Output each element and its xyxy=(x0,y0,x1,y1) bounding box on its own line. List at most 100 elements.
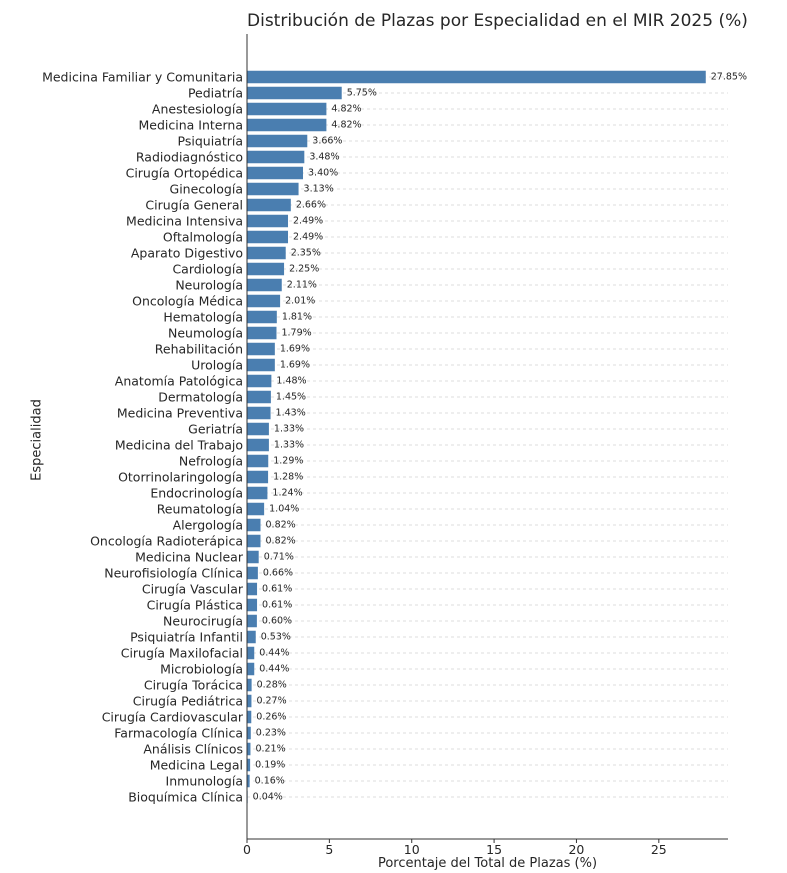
value-label: 1.48% xyxy=(276,376,306,387)
category-label: Cirugía Ortopédica xyxy=(126,166,243,181)
category-label: Neurología xyxy=(175,278,243,293)
x-tick-label: 5 xyxy=(325,842,333,857)
value-label: 2.49% xyxy=(293,216,323,227)
value-label: 4.82% xyxy=(331,120,361,131)
x-axis-label: Porcentaje del Total de Plazas (%) xyxy=(377,856,598,871)
bar xyxy=(247,598,258,612)
category-label: Medicina del Trabajo xyxy=(115,438,243,453)
bar xyxy=(247,310,277,324)
bar xyxy=(247,678,252,692)
category-label: Urología xyxy=(191,358,243,373)
value-label: 3.66% xyxy=(312,136,342,147)
bar xyxy=(247,758,251,772)
value-label: 0.19% xyxy=(255,760,285,771)
value-label: 0.66% xyxy=(263,568,293,579)
value-label: 1.69% xyxy=(280,360,310,371)
bar xyxy=(247,774,250,788)
bar xyxy=(247,614,257,628)
category-label: Medicina Nuclear xyxy=(135,550,244,565)
value-label: 0.53% xyxy=(261,632,291,643)
bar xyxy=(247,294,281,308)
bar xyxy=(247,534,261,548)
bar xyxy=(247,518,261,532)
category-label: Nefrología xyxy=(179,454,243,469)
value-label: 2.25% xyxy=(289,264,319,275)
value-label: 1.33% xyxy=(274,440,304,451)
value-label: 1.29% xyxy=(273,456,303,467)
x-tick-label: 10 xyxy=(404,842,420,857)
category-label: Neurocirugía xyxy=(163,614,243,629)
bar xyxy=(247,374,272,388)
bar xyxy=(247,454,269,468)
category-label: Cirugía Maxilofacial xyxy=(121,646,243,661)
bar xyxy=(247,438,269,452)
category-label: Aparato Digestivo xyxy=(131,246,243,261)
x-tick-label: 0 xyxy=(243,842,251,857)
bar xyxy=(247,710,252,724)
value-label: 2.11% xyxy=(287,280,317,291)
category-label: Oncología Radioterápica xyxy=(90,534,243,549)
value-label: 5.75% xyxy=(347,88,377,99)
bar xyxy=(247,486,268,500)
bar xyxy=(247,694,252,708)
bar xyxy=(247,630,256,644)
category-label: Análisis Clínicos xyxy=(143,742,243,757)
category-label: Microbiología xyxy=(160,662,243,677)
bar xyxy=(247,70,706,84)
category-label: Ginecología xyxy=(170,182,243,197)
category-label: Cirugía Plástica xyxy=(147,598,243,613)
bar xyxy=(247,326,277,340)
bar xyxy=(247,134,308,148)
bar xyxy=(247,342,275,356)
value-label: 1.81% xyxy=(282,312,312,323)
value-label: 27.85% xyxy=(711,72,747,83)
value-label: 0.61% xyxy=(262,600,292,611)
value-label: 2.01% xyxy=(285,296,315,307)
bar xyxy=(247,390,271,404)
value-label: 1.24% xyxy=(272,488,302,499)
category-label: Medicina Familiar y Comunitaria xyxy=(42,70,243,85)
value-label: 0.16% xyxy=(255,776,285,787)
bar xyxy=(247,646,255,660)
bar xyxy=(247,230,289,244)
value-label: 2.49% xyxy=(293,232,323,243)
value-label: 0.23% xyxy=(256,728,286,739)
bar xyxy=(247,86,342,100)
value-label: 1.04% xyxy=(269,504,299,515)
category-label: Anestesiología xyxy=(152,102,243,117)
category-label: Medicina Intensiva xyxy=(126,214,243,229)
value-label: 1.33% xyxy=(274,424,304,435)
category-label: Neurofisiología Clínica xyxy=(104,566,243,581)
bar xyxy=(247,422,269,436)
category-label: Otorrinolaringología xyxy=(118,470,243,485)
value-label: 0.21% xyxy=(255,744,285,755)
bar xyxy=(247,726,251,740)
category-label: Medicina Interna xyxy=(139,118,244,133)
bar xyxy=(247,262,285,276)
category-label: Neumología xyxy=(168,326,243,341)
value-label: 0.04% xyxy=(253,792,283,803)
category-label: Psiquiatría Infantil xyxy=(130,630,243,645)
x-tick-label: 15 xyxy=(486,842,502,857)
value-label: 3.13% xyxy=(304,184,334,195)
value-label: 1.79% xyxy=(281,328,311,339)
value-label: 4.82% xyxy=(331,104,361,115)
value-label: 3.48% xyxy=(309,152,339,163)
x-tick-label: 25 xyxy=(651,842,667,857)
bar xyxy=(247,662,255,676)
category-label: Medicina Legal xyxy=(150,758,243,773)
x-tick-label: 20 xyxy=(568,842,584,857)
value-label: 1.69% xyxy=(280,344,310,355)
category-label: Anatomía Patológica xyxy=(115,374,243,389)
value-label: 1.45% xyxy=(276,392,306,403)
bar xyxy=(247,118,327,132)
bar xyxy=(247,246,286,260)
value-label: 0.60% xyxy=(262,616,292,627)
bar xyxy=(247,102,327,116)
bar xyxy=(247,550,259,564)
bar xyxy=(247,470,269,484)
category-label: Cardiología xyxy=(172,262,243,277)
category-label: Psiquiatría xyxy=(178,134,243,149)
value-label: 0.82% xyxy=(266,520,296,531)
value-label: 0.82% xyxy=(266,536,296,547)
